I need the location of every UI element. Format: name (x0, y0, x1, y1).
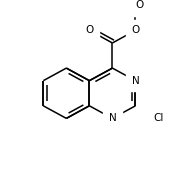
Text: O: O (135, 0, 144, 10)
Text: N: N (108, 113, 116, 123)
Text: O: O (85, 25, 93, 35)
Text: N: N (132, 76, 139, 86)
Text: O: O (131, 25, 139, 35)
Text: Cl: Cl (153, 113, 164, 123)
